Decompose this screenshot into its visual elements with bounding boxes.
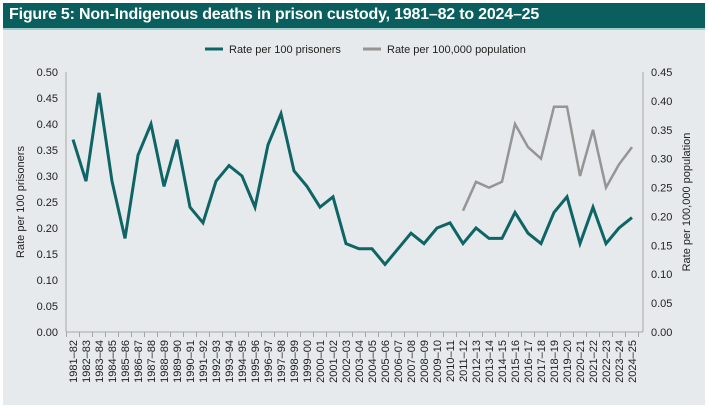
x-tick-label: 1996–97 (263, 340, 275, 383)
left-tick-label: 0.40 (37, 119, 58, 131)
x-tick-label: 1994–95 (237, 340, 249, 383)
x-tick-label: 2011–12 (458, 340, 470, 382)
x-tick-label: 1993–94 (224, 340, 236, 383)
right-tick-label: 0.15 (651, 240, 672, 252)
right-tick-label: 0.10 (651, 269, 672, 281)
x-tick-label: 2005–06 (380, 340, 392, 383)
x-tick-label: 2016–17 (523, 340, 535, 383)
right-tick-label: 0.30 (651, 154, 672, 166)
right-tick-label: 0.00 (651, 327, 672, 339)
x-tick-label: 2023–24 (614, 340, 626, 383)
left-tick-label: 0.00 (37, 327, 58, 339)
x-tick-label: 2008–09 (419, 340, 431, 383)
legend-label-prisoners: Rate per 100 prisoners (229, 44, 341, 56)
right-tick-label: 0.25 (651, 183, 672, 195)
legend-label-population: Rate per 100,000 population (387, 44, 526, 56)
figure-header: Figure 5: Non-Indigenous deaths in priso… (3, 3, 705, 30)
x-tick-label: 1988–89 (159, 340, 171, 383)
series-line-prisoners (71, 92, 633, 267)
x-tick-label: 2022–23 (601, 340, 613, 383)
right-tick-label: 0.35 (651, 125, 672, 137)
right-tick-label: 0.20 (651, 211, 672, 223)
x-tick-label: 1982–83 (81, 340, 93, 383)
x-tick-label: 2004–05 (367, 340, 379, 383)
x-tick-label: 2003–04 (354, 340, 366, 383)
right-tick-label: 0.45 (651, 67, 672, 79)
x-tick-label: 2010–11 (445, 340, 457, 382)
x-tick-label: 1991–92 (198, 340, 210, 383)
left-tick-label: 0.35 (37, 145, 58, 157)
figure-title: Figure 5: Non-Indigenous deaths in priso… (9, 6, 540, 23)
x-tick-label: 1992–93 (211, 340, 223, 383)
x-tick-label: 1986–87 (133, 340, 145, 383)
left-tick-label: 0.20 (37, 223, 58, 235)
x-tick-label: 2013–14 (484, 340, 496, 383)
x-tick-label: 1984–85 (107, 340, 119, 383)
right-tick-label: 0.05 (651, 298, 672, 310)
x-tick-label: 2006–07 (393, 340, 405, 383)
left-axis-title: Rate per 100 prisoners (15, 146, 27, 258)
x-tick-label: 1997–98 (276, 340, 288, 383)
x-tick-label: 2002–03 (341, 340, 353, 383)
series-line-population (461, 105, 633, 212)
x-tick-label: 1990–91 (185, 340, 197, 383)
x-tick-label: 1987–88 (146, 340, 158, 383)
x-tick-label: 2018–19 (549, 340, 561, 383)
x-tick-label: 1989–90 (172, 340, 184, 383)
left-tick-label: 0.45 (37, 93, 58, 105)
x-tick-label: 2007–08 (406, 340, 418, 383)
figure-frame: Figure 5: Non-Indigenous deaths in priso… (3, 3, 705, 405)
left-tick-label: 0.50 (37, 67, 58, 79)
x-tick-label: 2019–20 (562, 340, 574, 383)
x-tick-label: 2015–16 (510, 340, 522, 383)
x-tick-label: 1985–86 (120, 340, 132, 383)
x-tick-label: 2012–13 (471, 340, 483, 383)
left-tick-label: 0.10 (37, 275, 58, 287)
x-tick-label: 2014–15 (497, 340, 509, 383)
x-tick-label: 2009–10 (432, 340, 444, 383)
left-tick-label: 0.15 (37, 249, 58, 261)
x-tick-label: 2020–21 (575, 340, 587, 383)
x-tick-label: 1981–82 (68, 340, 80, 383)
right-axis-title: Rate per 100,000 population (681, 133, 693, 272)
x-tick-label: 2021–22 (588, 340, 600, 383)
x-tick-label: 1995–96 (250, 340, 262, 383)
x-tick-label: 2001–02 (328, 340, 340, 383)
x-tick-label: 2000–01 (315, 340, 327, 383)
x-tick-label: 2017–18 (536, 340, 548, 383)
left-tick-label: 0.30 (37, 171, 58, 183)
right-tick-label: 0.40 (651, 96, 672, 108)
x-tick-label: 1983–84 (94, 340, 106, 383)
x-tick-label: 1999–00 (302, 340, 314, 383)
left-tick-label: 0.25 (37, 197, 58, 209)
left-tick-label: 0.05 (37, 301, 58, 313)
x-tick-label: 1998–99 (289, 340, 301, 383)
x-tick-label: 2024–25 (627, 340, 639, 383)
